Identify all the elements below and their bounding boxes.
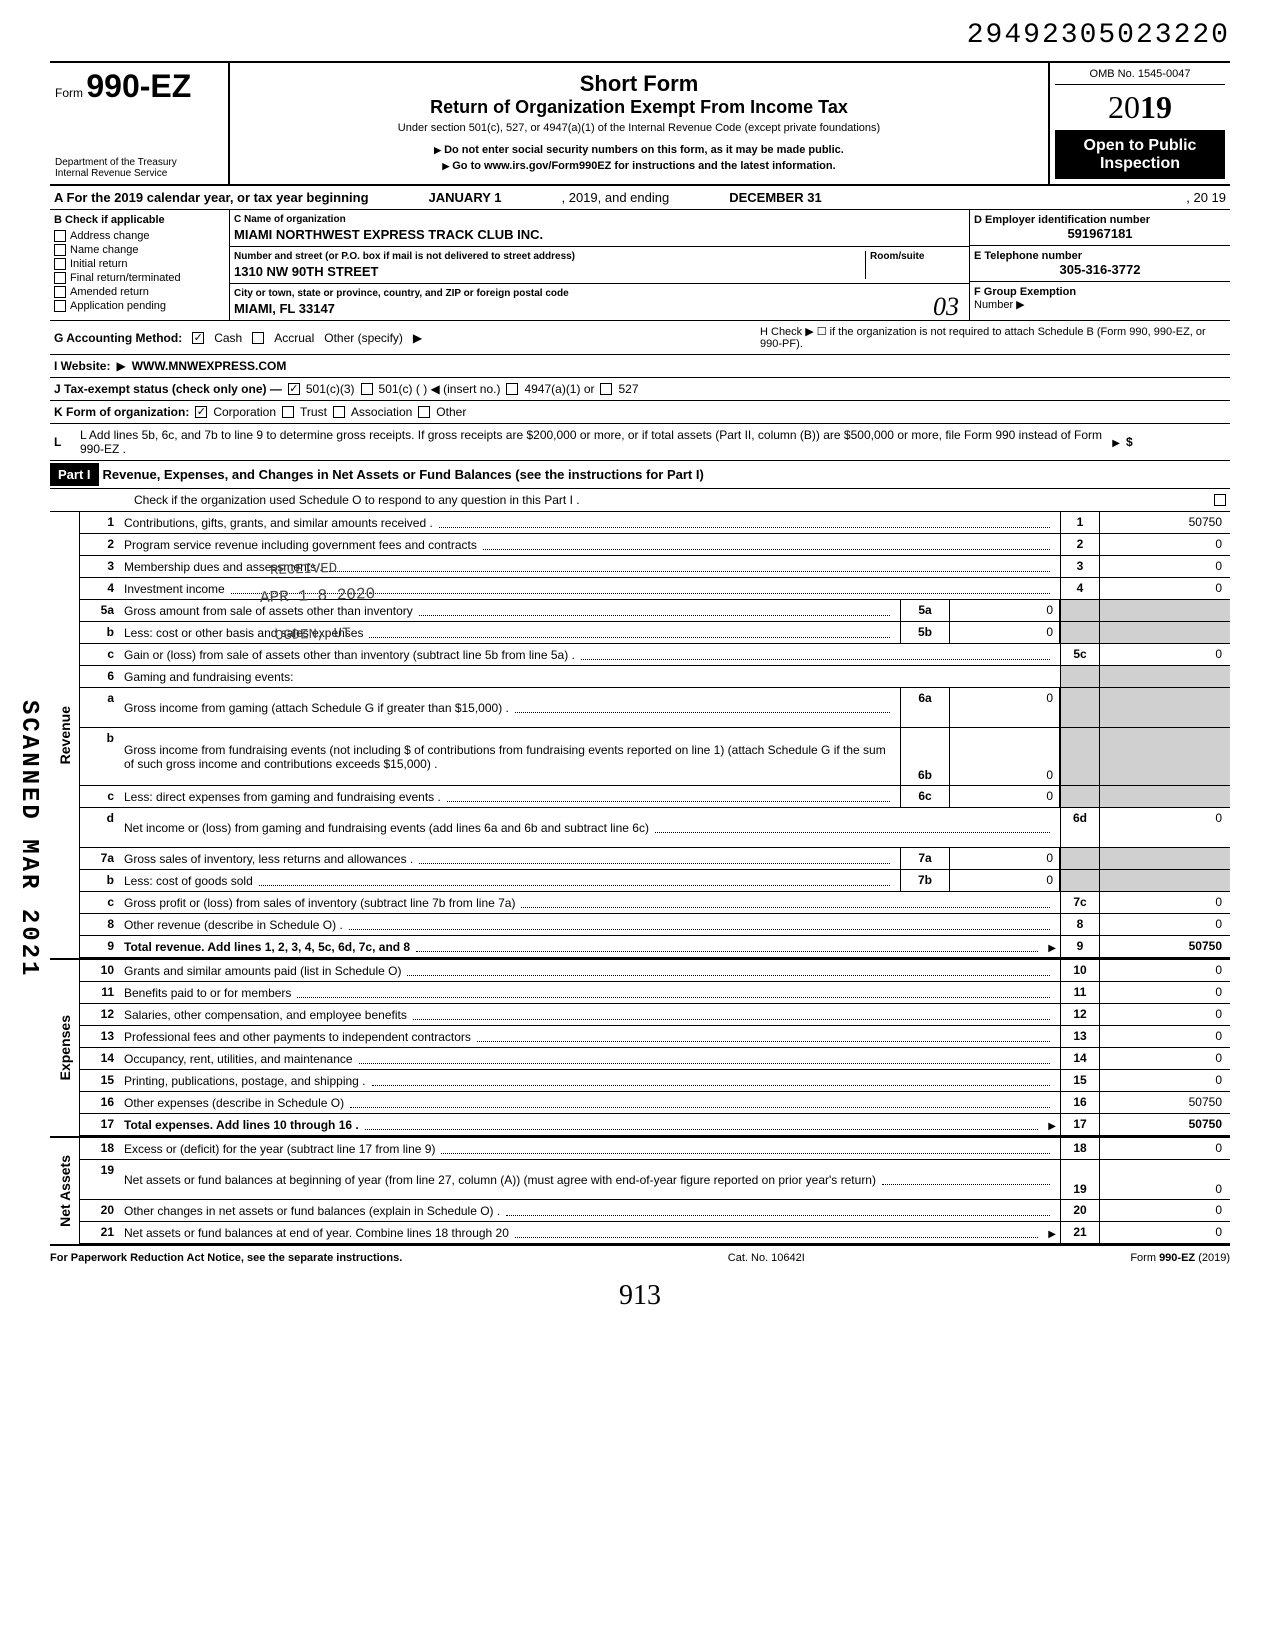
- form-header: Form 990-EZ Department of the Treasury I…: [50, 61, 1230, 186]
- col-b: B Check if applicable Address change Nam…: [50, 210, 230, 320]
- form-header-center: Short Form Return of Organization Exempt…: [230, 63, 1050, 184]
- part1-header-row: Part I Revenue, Expenses, and Changes in…: [50, 461, 1230, 489]
- cb-final-return[interactable]: Final return/terminated: [54, 272, 225, 284]
- part1-check-row: Check if the organization used Schedule …: [50, 489, 1230, 512]
- tel-value: 305-316-3772: [974, 262, 1226, 277]
- form-subtext: Under section 501(c), 527, or 4947(a)(1)…: [238, 122, 1040, 134]
- row-k: K Form of organization: Corporation Trus…: [50, 401, 1230, 424]
- revenue-body: 1Contributions, gifts, grants, and simil…: [80, 512, 1230, 958]
- street-value: 1310 NW 90TH STREET: [234, 264, 865, 279]
- form-990ez: 990-EZ: [86, 68, 191, 104]
- tel-row: E Telephone number 305-316-3772: [970, 246, 1230, 282]
- form-notice1: Do not enter social security numbers on …: [238, 144, 1040, 156]
- form-title: Short Form: [238, 71, 1040, 97]
- tax-year: 2019: [1055, 85, 1225, 131]
- row-j: J Tax-exempt status (check only one) — 5…: [50, 378, 1230, 401]
- part1-label: Part I: [50, 463, 99, 486]
- omb-number: OMB No. 1545-0047: [1055, 68, 1225, 85]
- row-i: I Website: ▶ WWW.MNWEXPRESS.COM: [50, 355, 1230, 378]
- footer-center: Cat. No. 10642I: [728, 1252, 805, 1264]
- row-g-label: G Accounting Method:: [54, 331, 182, 345]
- footer: For Paperwork Reduction Act Notice, see …: [50, 1246, 1230, 1270]
- room-label: Room/suite: [870, 251, 965, 262]
- website-value: WWW.MNWEXPRESS.COM: [132, 359, 287, 373]
- row-h: H Check ▶ ☐ if the organization is not r…: [760, 325, 1226, 350]
- footer-right: Form 990-EZ (2019): [1130, 1252, 1230, 1264]
- org-name: MIAMI NORTHWEST EXPRESS TRACK CLUB INC.: [234, 227, 965, 242]
- street-label: Number and street (or P.O. box if mail i…: [234, 251, 865, 262]
- main-grid: B Check if applicable Address change Nam…: [50, 210, 1230, 321]
- cb-corporation[interactable]: [195, 406, 207, 418]
- handwritten-913: 913: [50, 1280, 1230, 1312]
- document-number: 29492305023220: [50, 20, 1230, 51]
- scanned-stamp: SCANNED MAR 2021: [15, 700, 42, 978]
- cb-association[interactable]: [333, 406, 345, 418]
- row-a-tax-year: A For the 2019 calendar year, or tax yea…: [50, 186, 1230, 210]
- city-row: City or town, state or province, country…: [230, 284, 969, 320]
- ein-value: 591967181: [974, 226, 1226, 241]
- cb-accrual[interactable]: [252, 332, 264, 344]
- netassets-side: Net Assets: [50, 1138, 80, 1244]
- city-label: City or town, state or province, country…: [234, 288, 965, 299]
- row-a-label: A For the 2019 calendar year, or tax yea…: [54, 190, 369, 205]
- row-a-begin: JANUARY 1: [429, 190, 502, 205]
- tel-label: E Telephone number: [974, 250, 1226, 262]
- form-header-left: Form 990-EZ Department of the Treasury I…: [50, 63, 230, 184]
- row-k-label: K Form of organization:: [54, 405, 189, 419]
- street-row: Number and street (or P.O. box if mail i…: [230, 247, 969, 284]
- cb-application-pending[interactable]: Application pending: [54, 300, 225, 312]
- expenses-section: Expenses 10Grants and similar amounts pa…: [50, 960, 1230, 1138]
- form-prefix: Form: [55, 86, 83, 100]
- cb-501c3[interactable]: [288, 383, 300, 395]
- cb-trust[interactable]: [282, 406, 294, 418]
- part1-title: Revenue, Expenses, and Changes in Net As…: [99, 463, 1230, 486]
- revenue-side: Revenue: [50, 512, 80, 958]
- form-subtitle: Return of Organization Exempt From Incom…: [238, 97, 1040, 118]
- row-l-text: L Add lines 5b, 6c, and 7b to line 9 to …: [80, 428, 1102, 456]
- group-label: F Group Exemption: [974, 286, 1226, 298]
- form-notice2: Go to www.irs.gov/Form990EZ for instruct…: [238, 160, 1040, 172]
- ein-label: D Employer identification number: [974, 214, 1226, 226]
- org-name-row: C Name of organization MIAMI NORTHWEST E…: [230, 210, 969, 247]
- cb-schedule-o[interactable]: [1214, 494, 1226, 506]
- row-g: G Accounting Method: Cash Accrual Other …: [50, 321, 1230, 355]
- cb-amended-return[interactable]: Amended return: [54, 286, 225, 298]
- cb-address-change[interactable]: Address change: [54, 230, 225, 242]
- cb-4947[interactable]: [506, 383, 518, 395]
- ein-row: D Employer identification number 5919671…: [970, 210, 1230, 246]
- footer-left: For Paperwork Reduction Act Notice, see …: [50, 1252, 402, 1264]
- row-j-label: J Tax-exempt status (check only one) —: [54, 382, 282, 396]
- row-a-yearend: , 20 19: [1186, 190, 1226, 205]
- row-a-end: DECEMBER 31: [729, 190, 821, 205]
- row-i-label: I Website:: [54, 359, 110, 373]
- cb-name-change[interactable]: Name change: [54, 244, 225, 256]
- cb-initial-return[interactable]: Initial return: [54, 258, 225, 270]
- open-public: Open to Public Inspection: [1055, 131, 1225, 179]
- form-number: Form 990-EZ: [55, 68, 223, 105]
- part1-check-text: Check if the organization used Schedule …: [134, 493, 580, 507]
- expenses-body: 10Grants and similar amounts paid (list …: [80, 960, 1230, 1136]
- row-a-mid: , 2019, and ending: [562, 190, 670, 205]
- city-value: MIAMI, FL 33147: [234, 301, 965, 316]
- form-header-right: OMB No. 1545-0047 2019 Open to Public In…: [1050, 63, 1230, 184]
- cb-other[interactable]: [418, 406, 430, 418]
- expenses-side: Expenses: [50, 960, 80, 1136]
- group-label2: Number ▶: [974, 298, 1226, 311]
- netassets-body: 18Excess or (deficit) for the year (subt…: [80, 1138, 1230, 1244]
- col-d: D Employer identification number 5919671…: [970, 210, 1230, 320]
- cb-527[interactable]: [600, 383, 612, 395]
- handwritten-03: 03: [933, 292, 959, 322]
- group-row: F Group Exemption Number ▶: [970, 282, 1230, 315]
- row-l: L L Add lines 5b, 6c, and 7b to line 9 t…: [50, 424, 1230, 461]
- netassets-section: Net Assets 18Excess or (deficit) for the…: [50, 1138, 1230, 1246]
- col-c: C Name of organization MIAMI NORTHWEST E…: [230, 210, 970, 320]
- cb-cash[interactable]: [192, 332, 204, 344]
- cb-501c[interactable]: [361, 383, 373, 395]
- revenue-section: Revenue 1Contributions, gifts, grants, a…: [50, 512, 1230, 960]
- dept-treasury: Department of the Treasury Internal Reve…: [55, 157, 223, 179]
- org-name-label: C Name of organization: [234, 214, 965, 225]
- col-b-label: B Check if applicable: [54, 214, 225, 226]
- row-l-dollar: $: [1126, 435, 1226, 449]
